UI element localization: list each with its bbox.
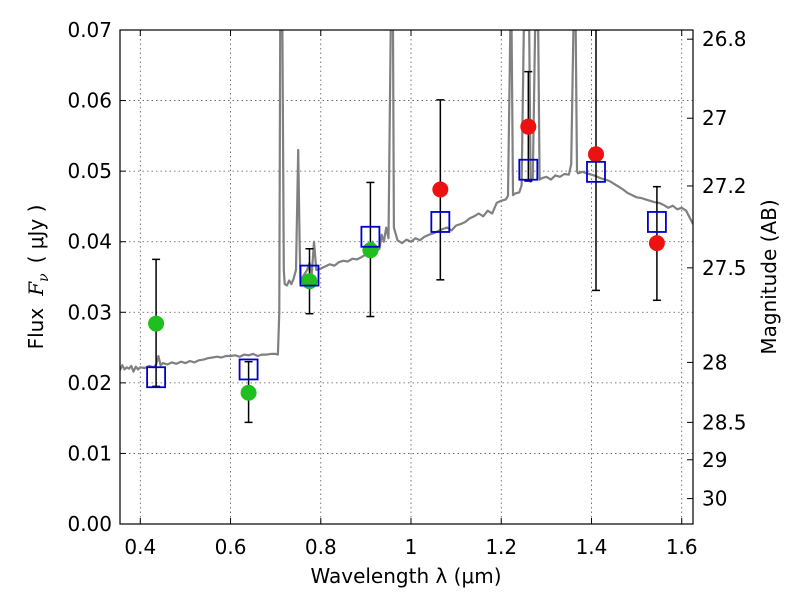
y-axis-left-label-symbol: F: [24, 281, 48, 297]
y-tick-right-label: 28: [702, 350, 727, 374]
ticks: 0.4 0.6 0.8 1 1.2 1.4 1.6 0.00 0.01 0.02 0.03 0.04 0…: [67, 18, 746, 559]
y-axis-left-label: Flux Fν ( μJy ): [24, 205, 52, 350]
x-tick-label: 0.8: [305, 535, 337, 559]
y-tick-right-label: 27.2: [702, 174, 747, 198]
y-tick-right-label: 26.8: [702, 27, 747, 51]
model-photometry-box: [360, 225, 381, 248]
model-photometry-box: [238, 358, 259, 381]
y-axis-left-label-text: Flux: [24, 308, 48, 350]
model-photometry-boxes: [146, 158, 667, 389]
x-tick-label: 1.4: [576, 535, 608, 559]
y-tick-label: 0.05: [67, 159, 112, 183]
x-tick-label: 1.2: [485, 535, 517, 559]
model-photometry-box: [299, 264, 320, 287]
y-tick-right-label: 29: [702, 448, 727, 472]
y-tick-label: 0.04: [67, 230, 112, 254]
observed-point-green: [148, 315, 165, 332]
y-tick-label: 0.03: [67, 300, 112, 324]
x-tick-label: 0.6: [215, 535, 247, 559]
grid: [120, 30, 693, 524]
y-tick-label: 0.06: [67, 89, 112, 113]
x-tick-label: 1.6: [666, 535, 698, 559]
observed-point-red: [587, 146, 604, 163]
x-tick-label: 1: [405, 535, 418, 559]
plot-frame: [119, 29, 694, 525]
model-photometry-box: [586, 160, 606, 183]
y-axis-left-label-unit: ( μJy ): [24, 205, 48, 264]
x-axis-label: Wavelength λ (μm): [310, 564, 501, 588]
model-photometry-box: [146, 366, 166, 389]
y-tick-label: 0.00: [67, 512, 112, 536]
model-spectrum-layer: [120, 30, 693, 373]
x-tick-label: 0.4: [124, 535, 156, 559]
model-spectrum-line: [120, 30, 693, 373]
observed-point-red: [432, 181, 449, 198]
y-tick-right-label: 28.5: [702, 410, 747, 434]
y-tick-label: 0.01: [67, 441, 112, 465]
model-photometry-box: [518, 158, 539, 181]
y-tick-label: 0.07: [67, 18, 112, 42]
y-tick-label: 0.02: [67, 371, 112, 395]
model-photometry-box: [430, 211, 451, 233]
y-axis-left-label-subscript: ν: [36, 273, 52, 282]
observed-point-green: [301, 273, 318, 290]
y-tick-right-label: 30: [702, 487, 727, 511]
y-tick-right-label: 27: [702, 106, 727, 130]
y-tick-right-label: 27.5: [702, 256, 747, 280]
observed-point-red: [520, 118, 537, 135]
observed-point-red: [648, 235, 665, 252]
y-axis-right-label: Magnitude (AB): [757, 199, 781, 354]
observed-point-green: [240, 384, 257, 401]
observed-point-green: [362, 242, 379, 259]
model-photometry-box: [647, 211, 667, 233]
